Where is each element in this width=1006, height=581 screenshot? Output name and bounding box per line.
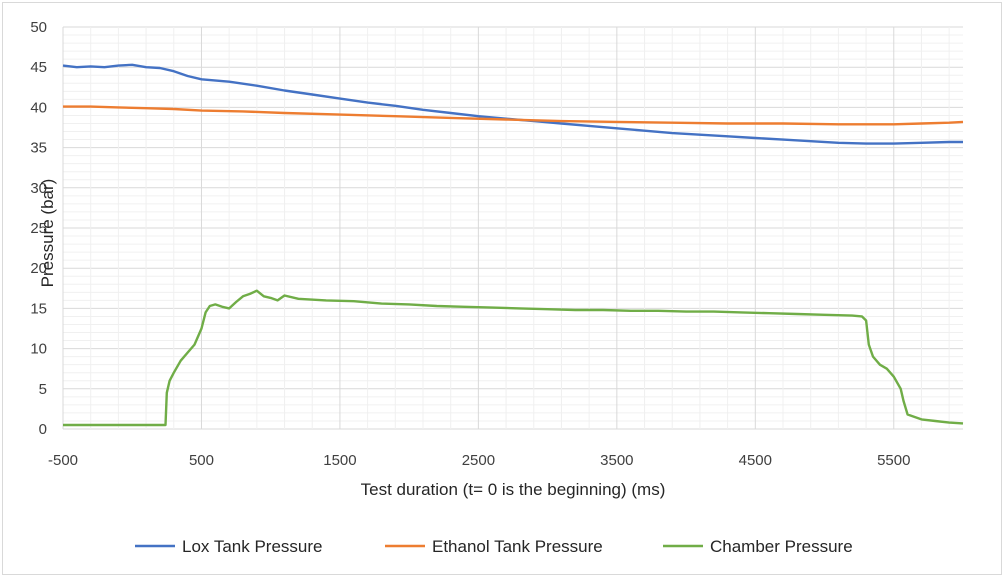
y-axis-ticks: 0 5 10 15 20 25 30 35 40 45 50 — [30, 19, 47, 438]
x-tick-label: 1500 — [323, 452, 356, 469]
series-line-chamber-pressure — [63, 289, 964, 427]
x-axis-title: Test duration (t= 0 is the beginning) (m… — [361, 480, 666, 499]
legend-label: Ethanol Tank Pressure — [432, 537, 603, 556]
line-chart: 0 5 10 15 20 25 30 35 40 45 50 -500 500 1500 2500 3500… — [30, 19, 964, 556]
y-tick-label: 15 — [30, 300, 47, 317]
series-lines — [62, 63, 964, 427]
x-tick-label: 3500 — [600, 452, 633, 469]
legend: Lox Tank Pressure Ethanol Tank Pressure Ch… — [135, 537, 853, 556]
y-tick-label: 35 — [30, 140, 47, 157]
y-tick-label: 50 — [30, 19, 47, 36]
y-tick-label: 10 — [30, 341, 47, 358]
y-tick-label: 25 — [30, 220, 47, 237]
y-tick-label: 45 — [30, 59, 47, 76]
y-axis-title: Pressure (bar) — [38, 179, 57, 288]
series-line-lox-tank-pressure — [62, 63, 963, 145]
y-tick-label: 0 — [39, 421, 47, 438]
series-line-ethanol-tank-pressure — [63, 105, 964, 126]
x-tick-label: -500 — [48, 452, 78, 469]
y-tick-label: 30 — [30, 180, 47, 197]
x-tick-label: 500 — [189, 452, 214, 469]
y-tick-label: 20 — [30, 260, 47, 277]
gridlines — [62, 26, 963, 430]
x-tick-label: 4500 — [739, 452, 772, 469]
x-tick-label: 2500 — [462, 452, 495, 469]
legend-label: Chamber Pressure — [710, 537, 853, 556]
y-tick-label: 40 — [30, 99, 47, 116]
y-tick-label: 5 — [39, 381, 47, 398]
x-tick-label: 5500 — [877, 452, 910, 469]
legend-label: Lox Tank Pressure — [182, 537, 322, 556]
x-axis-ticks: -500 500 1500 2500 3500 4500 5500 — [48, 452, 910, 469]
